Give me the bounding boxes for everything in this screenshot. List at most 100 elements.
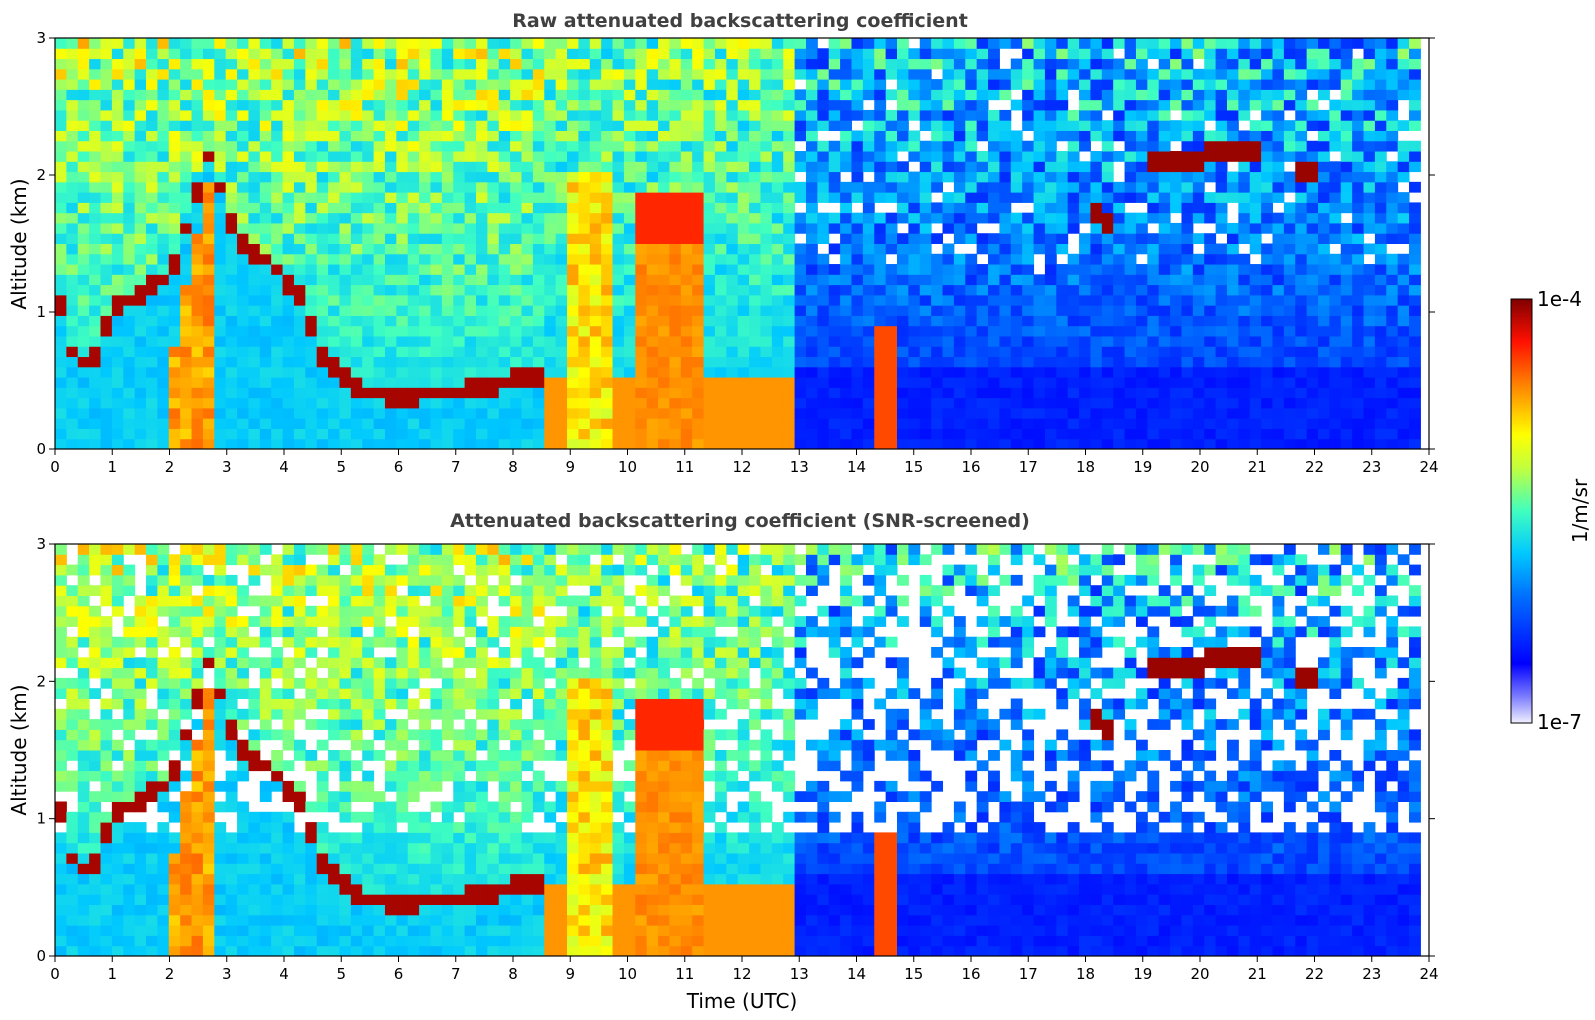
heatmap-cell [237, 233, 249, 244]
heatmap-cell [453, 418, 466, 429]
heatmap-cell [271, 120, 284, 131]
heatmap-cell [1352, 109, 1365, 121]
heatmap-cell [623, 397, 636, 409]
heatmap-cell [635, 253, 648, 265]
heatmap-cell [1158, 428, 1171, 440]
heatmap-cell [578, 418, 591, 429]
heatmap-cell [1363, 377, 1376, 388]
heatmap-cell [771, 130, 784, 142]
heatmap-cell [1170, 438, 1182, 450]
heatmap-cell [555, 397, 568, 409]
heatmap-cell [976, 38, 989, 49]
heatmap-cell [55, 636, 67, 648]
heatmap-cell [225, 99, 238, 111]
heatmap-cell [794, 151, 807, 162]
heatmap-cell [1318, 130, 1330, 142]
heatmap-cell [1079, 397, 1091, 409]
heatmap-cell [111, 863, 124, 875]
heatmap-cell [1033, 325, 1046, 337]
heatmap-cell [1340, 79, 1353, 90]
heatmap-cell [191, 243, 204, 255]
heatmap-cell [1033, 438, 1046, 450]
heatmap-cell [384, 130, 397, 142]
heatmap-cell [771, 89, 784, 101]
heatmap-cell [988, 68, 1000, 80]
heatmap-cell [578, 68, 591, 80]
heatmap-cell [1238, 48, 1251, 60]
heatmap-cell [55, 120, 67, 131]
heatmap-cell [760, 428, 773, 440]
heatmap-cell [66, 109, 79, 121]
heatmap-cell [1181, 202, 1194, 214]
heatmap-cell [1181, 140, 1194, 152]
heatmap-cell [66, 212, 79, 224]
heatmap-cell [1352, 264, 1365, 275]
heatmap-cell [407, 274, 420, 286]
heatmap-cell [612, 387, 625, 399]
heatmap-cell [567, 407, 579, 419]
heatmap-cell [589, 428, 602, 440]
heatmap-cell [100, 274, 113, 286]
heatmap-cell [1215, 387, 1228, 399]
heatmap-cell [714, 38, 727, 49]
heatmap-cell [771, 335, 784, 347]
heatmap-cell [840, 109, 852, 121]
heatmap-cell [908, 284, 921, 296]
heatmap-cell [544, 366, 557, 378]
heatmap-cell [635, 264, 648, 275]
heatmap-cell [1124, 212, 1137, 224]
heatmap-cell [384, 202, 397, 214]
heatmap-cell [350, 418, 363, 429]
heatmap-cell [191, 202, 204, 214]
heatmap-cell [1192, 407, 1205, 419]
heatmap-cell [1044, 130, 1057, 142]
heatmap-cell [635, 202, 648, 214]
heatmap-cell [1318, 48, 1330, 60]
heatmap-cell [646, 438, 659, 450]
heatmap-cell [123, 212, 136, 224]
heatmap-cell [805, 99, 818, 111]
heatmap-cell [111, 192, 124, 203]
heatmap-cell [567, 274, 579, 286]
heatmap-cell [840, 233, 852, 244]
heatmap-cell [1044, 346, 1057, 358]
heatmap-cell [157, 315, 170, 327]
heatmap-cell [897, 264, 909, 275]
heatmap-cell [1215, 151, 1228, 162]
heatmap-cell [1056, 130, 1069, 142]
heatmap-cell [1033, 130, 1046, 142]
heatmap-cell [908, 335, 921, 347]
heatmap-cell [134, 366, 147, 378]
heatmap-cell [146, 192, 158, 203]
heatmap-cell [1340, 428, 1353, 440]
heatmap-cell [1067, 120, 1080, 131]
heatmap-cell [1113, 130, 1126, 142]
heatmap-cell [328, 366, 340, 378]
heatmap-cell [965, 161, 978, 173]
heatmap-cell [988, 377, 1000, 388]
heatmap-cell [578, 305, 591, 316]
heatmap-cell [840, 346, 852, 358]
heatmap-cell [1306, 284, 1319, 296]
heatmap-cell [1113, 407, 1126, 419]
heatmap-cell [328, 325, 340, 337]
heatmap-cell [1226, 109, 1239, 121]
heatmap-cell [840, 274, 852, 286]
heatmap-cell [612, 89, 625, 101]
heatmap-cell [1135, 294, 1148, 306]
heatmap-cell [703, 181, 716, 193]
heatmap-cell [578, 212, 591, 224]
heatmap-cell [350, 294, 363, 306]
heatmap-cell [965, 315, 978, 327]
heatmap-cell [544, 233, 557, 244]
heatmap-cell [1249, 356, 1262, 368]
heatmap-cell [225, 140, 238, 152]
heatmap-cell [100, 925, 113, 936]
heatmap-cell [999, 428, 1012, 440]
heatmap-cell [66, 853, 79, 864]
heatmap-cell [749, 243, 761, 255]
heatmap-cell [1204, 48, 1217, 60]
heatmap-cell [1090, 284, 1103, 296]
heatmap-cell [464, 130, 477, 142]
heatmap-cell [919, 397, 932, 409]
